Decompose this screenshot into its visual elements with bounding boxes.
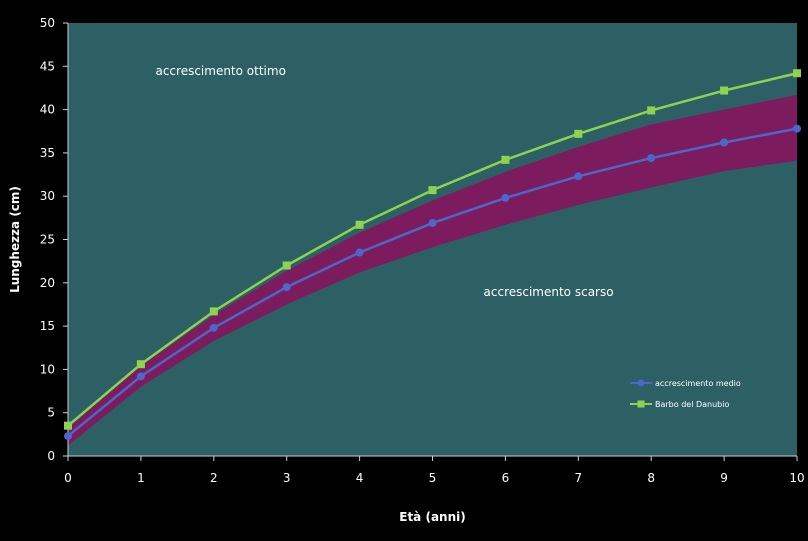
legend: accrescimento medio Barbo del Danubio — [630, 379, 741, 409]
y-tick-label: 0 — [47, 449, 55, 463]
y-tick-label: 10 — [40, 362, 55, 376]
x-tick-label: 2 — [210, 471, 218, 485]
growth-range-band — [68, 94, 797, 446]
y-axis-title: Lunghezza (cm) — [8, 186, 22, 293]
series-1-point — [501, 193, 510, 202]
series-2-point — [501, 155, 510, 164]
x-tick-label: 5 — [429, 471, 437, 485]
legend-marker — [637, 379, 645, 387]
series-layer — [64, 69, 801, 441]
series-2-point — [647, 106, 656, 115]
band-layer — [68, 94, 797, 446]
x-tick-label: 0 — [64, 471, 72, 485]
y-tick-label: 45 — [40, 59, 55, 73]
series-2-point — [355, 220, 364, 229]
x-tick-label: 6 — [502, 471, 510, 485]
annotations: accrescimento ottimo accrescimento scarso — [155, 64, 613, 299]
series-2-point — [64, 421, 72, 430]
series-1-point — [574, 172, 583, 181]
x-axis-title: Età (anni) — [399, 510, 465, 524]
series-2-point — [428, 186, 437, 195]
annotation-1: accrescimento ottimo — [155, 64, 285, 78]
series-1-point — [64, 432, 72, 441]
series-1-point — [209, 323, 218, 332]
series-1-point — [647, 154, 656, 163]
series-1-point — [428, 219, 437, 228]
series-1-point — [355, 248, 364, 257]
series-2-point — [720, 86, 729, 95]
y-tick-label: 15 — [40, 319, 55, 333]
series-1-point — [282, 283, 291, 292]
series-2-point — [793, 69, 801, 78]
legend-label: accrescimento medio — [655, 379, 741, 388]
x-tick-label: 3 — [283, 471, 291, 485]
legend-marker — [637, 400, 645, 408]
y-tick-label: 35 — [40, 146, 55, 160]
series-1-point — [720, 138, 729, 147]
y-tick-label: 25 — [40, 233, 55, 247]
x-tick-label: 7 — [574, 471, 582, 485]
series-1-point — [793, 124, 801, 133]
legend-label: Barbo del Danubio — [655, 400, 729, 409]
series-2-point — [574, 129, 583, 138]
x-tick-label: 10 — [789, 471, 804, 485]
y-tick-label: 50 — [40, 16, 55, 30]
series-2-point — [209, 307, 218, 316]
series-1-point — [136, 372, 145, 381]
series-2-point — [136, 360, 145, 369]
x-tick-label: 8 — [647, 471, 655, 485]
series-2-point — [282, 261, 291, 270]
x-tick-label: 9 — [720, 471, 728, 485]
y-tick-label: 5 — [47, 406, 55, 420]
y-tick-label: 30 — [40, 189, 55, 203]
x-tick-label: 1 — [137, 471, 145, 485]
x-tick-label: 4 — [356, 471, 364, 485]
y-tick-label: 20 — [40, 276, 55, 290]
y-tick-label: 40 — [40, 103, 55, 117]
annotation-2: accrescimento scarso — [484, 285, 614, 299]
